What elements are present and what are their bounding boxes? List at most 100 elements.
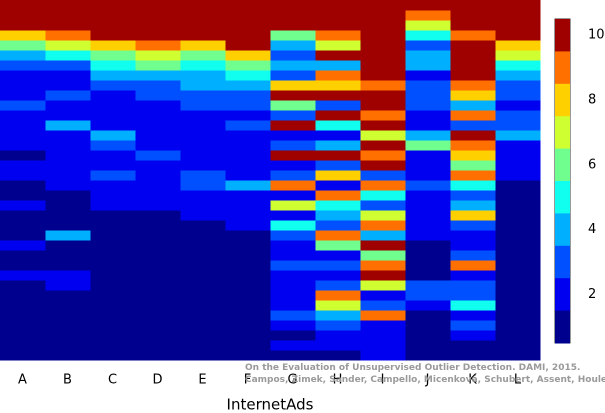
cell: [270, 170, 316, 181]
cell: [90, 340, 136, 351]
cell: [450, 280, 496, 291]
cell: [180, 340, 226, 351]
colorbar-segment: [555, 278, 570, 312]
colorbar-tick-label: 4: [588, 222, 596, 237]
cell: [270, 230, 316, 241]
cell: [315, 170, 361, 181]
cell: [0, 280, 46, 291]
x-tick-label: A: [18, 373, 27, 388]
cell: [225, 170, 271, 181]
cell: [270, 100, 316, 111]
cell: [180, 120, 226, 131]
cell: [180, 300, 226, 311]
cell: [360, 50, 406, 61]
cell: [180, 220, 226, 231]
cell: [270, 200, 316, 211]
cell: [450, 290, 496, 301]
cell: [45, 10, 91, 21]
cell: [180, 290, 226, 301]
cell: [135, 150, 181, 161]
cell: [450, 220, 496, 231]
cell: [315, 230, 361, 241]
cell: [225, 80, 271, 91]
cell: [315, 260, 361, 271]
cell: [450, 250, 496, 261]
cell: [135, 280, 181, 291]
cell: [225, 20, 271, 31]
cell: [0, 270, 46, 281]
cell: [0, 40, 46, 51]
cell: [450, 50, 496, 61]
cell: [225, 320, 271, 331]
cell: [135, 130, 181, 141]
cell: [90, 220, 136, 231]
cell: [450, 330, 496, 341]
cell: [90, 200, 136, 211]
cell: [495, 100, 541, 111]
cell: [360, 150, 406, 161]
cell: [360, 200, 406, 211]
cell: [135, 240, 181, 251]
cell: [0, 260, 46, 271]
x-tick-label: E: [198, 373, 206, 388]
cell: [315, 180, 361, 191]
cell: [0, 10, 46, 21]
cell: [135, 330, 181, 341]
cell: [225, 250, 271, 261]
cell: [225, 310, 271, 321]
cell: [180, 180, 226, 191]
cell: [450, 70, 496, 81]
cell: [0, 160, 46, 171]
cell: [225, 350, 271, 361]
cell: [270, 300, 316, 311]
cell: [360, 340, 406, 351]
cell: [45, 290, 91, 301]
cell: [405, 210, 451, 221]
cell: [0, 180, 46, 191]
cell: [135, 230, 181, 241]
cell: [180, 330, 226, 341]
cell: [315, 200, 361, 211]
annotation: On the Evaluation of Unsupervised Outlie…: [245, 363, 580, 373]
cell: [90, 280, 136, 291]
cell: [0, 330, 46, 341]
cell: [315, 130, 361, 141]
cell: [225, 90, 271, 101]
cell: [90, 20, 136, 31]
cell: [360, 300, 406, 311]
cell: [360, 330, 406, 341]
cell: [225, 110, 271, 121]
cell: [180, 160, 226, 171]
cell: [0, 320, 46, 331]
cell: [0, 90, 46, 101]
cell: [360, 210, 406, 221]
cell: [270, 270, 316, 281]
cell: [135, 290, 181, 301]
cell: [405, 310, 451, 321]
cell: [405, 340, 451, 351]
cell: [495, 330, 541, 341]
cell: [225, 330, 271, 341]
cell: [45, 300, 91, 311]
cell: [0, 190, 46, 201]
cell: [0, 340, 46, 351]
cell: [315, 340, 361, 351]
cell: [225, 160, 271, 171]
cell: [495, 350, 541, 361]
cell: [450, 170, 496, 181]
cell: [135, 110, 181, 121]
cell: [270, 130, 316, 141]
cell: [135, 60, 181, 71]
cell: [90, 140, 136, 151]
x-tick-label: I: [381, 373, 385, 388]
cell: [270, 320, 316, 331]
cell: [450, 350, 496, 361]
cell: [450, 0, 496, 11]
cell: [0, 230, 46, 241]
colorbar-segment: [555, 19, 570, 52]
cell: [90, 160, 136, 171]
cell: [360, 190, 406, 201]
cell: [225, 300, 271, 311]
cell: [315, 300, 361, 311]
cell: [495, 220, 541, 231]
